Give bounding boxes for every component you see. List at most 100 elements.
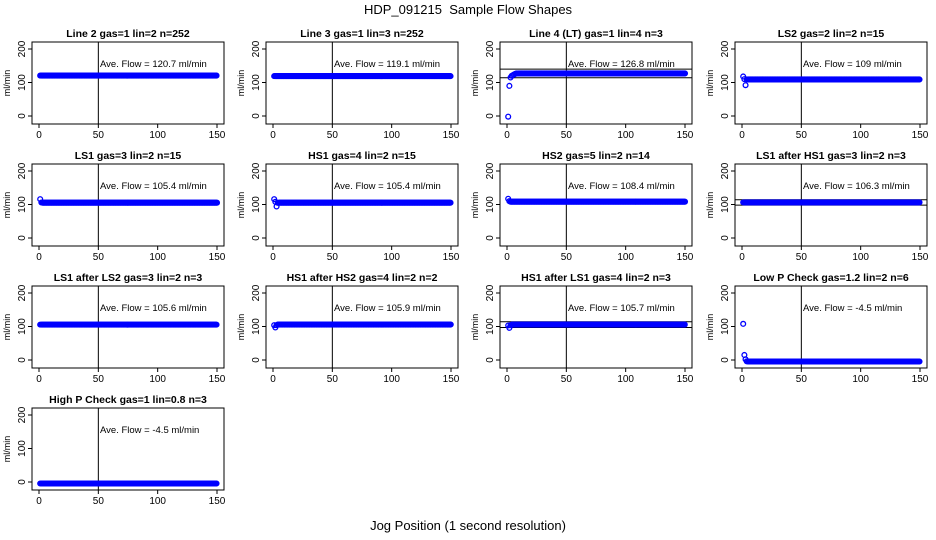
data-point	[447, 199, 454, 206]
panel-title: Low P Check gas=1.2 lin=2 n=6	[753, 272, 908, 284]
average-flow-annotation: Ave. Flow = 105.6 ml/min	[100, 303, 207, 314]
average-flow-annotation: Ave. Flow = 126.8 ml/min	[568, 59, 675, 70]
x-tick-label: 100	[617, 252, 634, 263]
panel-4: LS2 gas=2 lin=2 n=15 0 50 100 150 0 100 200 ml/m…	[705, 28, 929, 141]
panel-plot-area	[37, 286, 220, 368]
y-axis-label: ml/min	[470, 314, 480, 341]
x-tick-label: 150	[677, 252, 694, 263]
y-tick-label: 200	[17, 40, 28, 57]
x-tick-label: 0	[270, 374, 276, 385]
x-tick-label: 0	[36, 496, 42, 507]
panel-plot-area	[735, 164, 927, 246]
y-tick-label: 0	[720, 357, 731, 363]
y-tick-label: 0	[720, 235, 731, 241]
average-flow-annotation: Ave. Flow = -4.5 ml/min	[100, 425, 199, 436]
y-tick-label: 100	[720, 318, 731, 335]
average-flow-annotation: Ave. Flow = 109 ml/min	[803, 59, 902, 70]
x-tick-label: 100	[852, 374, 869, 385]
x-tick-label: 150	[209, 496, 226, 507]
x-tick-label: 50	[93, 130, 105, 141]
panel-title: LS1 gas=3 lin=2 n=15	[75, 150, 182, 162]
panel-13: High P Check gas=1 lin=0.8 n=3 0 50 100 150 0…	[2, 394, 226, 507]
x-tick-label: 150	[677, 374, 694, 385]
data-point	[213, 72, 220, 79]
data-point	[681, 321, 688, 328]
panel-1: Line 2 gas=1 lin=2 n=252 0 50 100 150 0 100 200…	[2, 28, 226, 141]
average-flow-annotation: Ave. Flow = 105.4 ml/min	[100, 181, 207, 192]
panel-plot-area	[500, 42, 692, 124]
panel-plot-area	[271, 164, 454, 246]
y-tick-label: 200	[251, 284, 262, 301]
panel-11: HS1 after LS1 gas=4 lin=2 n=3 0 50 100 150 0 1…	[470, 272, 694, 385]
x-tick-label: 150	[209, 252, 226, 263]
y-axis-label: ml/min	[705, 70, 715, 97]
y-axis-label: ml/min	[2, 436, 12, 463]
x-tick-label: 50	[561, 130, 573, 141]
y-tick-label: 200	[720, 284, 731, 301]
panel-frame	[265, 41, 459, 125]
panel-title: LS2 gas=2 lin=2 n=15	[778, 28, 885, 40]
x-tick-label: 100	[383, 130, 400, 141]
y-tick-label: 100	[17, 440, 28, 457]
panel-frame	[499, 163, 693, 247]
y-tick-label: 200	[17, 284, 28, 301]
average-flow-annotation: Ave. Flow = 105.9 ml/min	[334, 303, 441, 314]
data-point	[506, 82, 513, 89]
x-tick-label: 0	[739, 252, 745, 263]
x-tick-label: 150	[443, 252, 460, 263]
panel-3: Line 4 (LT) gas=1 lin=4 n=3 0 50 100 150 0 100…	[470, 28, 694, 141]
panel-12: Low P Check gas=1.2 lin=2 n=6 0 50 100 150 0 1…	[705, 272, 929, 385]
y-axis-label: ml/min	[236, 314, 246, 341]
data-point	[742, 82, 749, 89]
x-tick-label: 50	[796, 374, 808, 385]
panel-8: LS1 after HS1 gas=3 lin=2 n=3 0 50 100 150 0 1…	[705, 150, 929, 263]
x-tick-label: 50	[796, 252, 808, 263]
x-tick-label: 150	[912, 252, 929, 263]
y-tick-label: 100	[485, 318, 496, 335]
data-point	[916, 199, 923, 206]
x-tick-label: 100	[149, 374, 166, 385]
y-tick-label: 100	[17, 74, 28, 91]
y-tick-label: 200	[720, 162, 731, 179]
y-axis-label: ml/min	[470, 192, 480, 219]
x-tick-label: 0	[739, 374, 745, 385]
x-tick-label: 150	[209, 374, 226, 385]
y-tick-label: 0	[17, 113, 28, 119]
y-tick-label: 200	[720, 40, 731, 57]
panel-title: Line 4 (LT) gas=1 lin=4 n=3	[529, 28, 663, 40]
y-axis-label: ml/min	[705, 314, 715, 341]
average-flow-annotation: Ave. Flow = 105.4 ml/min	[334, 181, 441, 192]
x-tick-label: 100	[149, 496, 166, 507]
panel-title: High P Check gas=1 lin=0.8 n=3	[49, 394, 207, 406]
y-tick-label: 200	[17, 162, 28, 179]
y-tick-label: 200	[485, 40, 496, 57]
x-tick-label: 100	[617, 130, 634, 141]
x-tick-label: 50	[93, 496, 105, 507]
panel-2: Line 3 gas=1 lin=3 n=252 0 50 100 150 0 100 200…	[236, 28, 460, 141]
x-tick-label: 100	[852, 252, 869, 263]
y-tick-label: 100	[251, 74, 262, 91]
panel-plot-area	[37, 164, 221, 246]
x-tick-label: 0	[739, 130, 745, 141]
average-flow-annotation: Ave. Flow = -4.5 ml/min	[803, 303, 902, 314]
panel-title: HS2 gas=5 lin=2 n=14	[542, 150, 650, 162]
x-tick-label: 50	[561, 252, 573, 263]
x-tick-label: 100	[149, 252, 166, 263]
panel-title: HS1 gas=4 lin=2 n=15	[308, 150, 416, 162]
y-tick-label: 0	[251, 357, 262, 363]
x-tick-label: 0	[36, 252, 42, 263]
panel-plot-area	[37, 42, 220, 124]
panel-frame	[499, 41, 693, 125]
x-tick-label: 50	[327, 130, 339, 141]
y-tick-label: 0	[485, 357, 496, 363]
x-tick-label: 150	[912, 374, 929, 385]
y-tick-label: 0	[485, 235, 496, 241]
y-tick-label: 200	[485, 162, 496, 179]
y-tick-label: 0	[485, 113, 496, 119]
average-flow-annotation: Ave. Flow = 120.7 ml/min	[100, 59, 207, 70]
data-point	[447, 321, 454, 328]
average-flow-annotation: Ave. Flow = 105.7 ml/min	[568, 303, 675, 314]
panel-plot-area	[500, 286, 692, 368]
x-tick-label: 100	[617, 374, 634, 385]
